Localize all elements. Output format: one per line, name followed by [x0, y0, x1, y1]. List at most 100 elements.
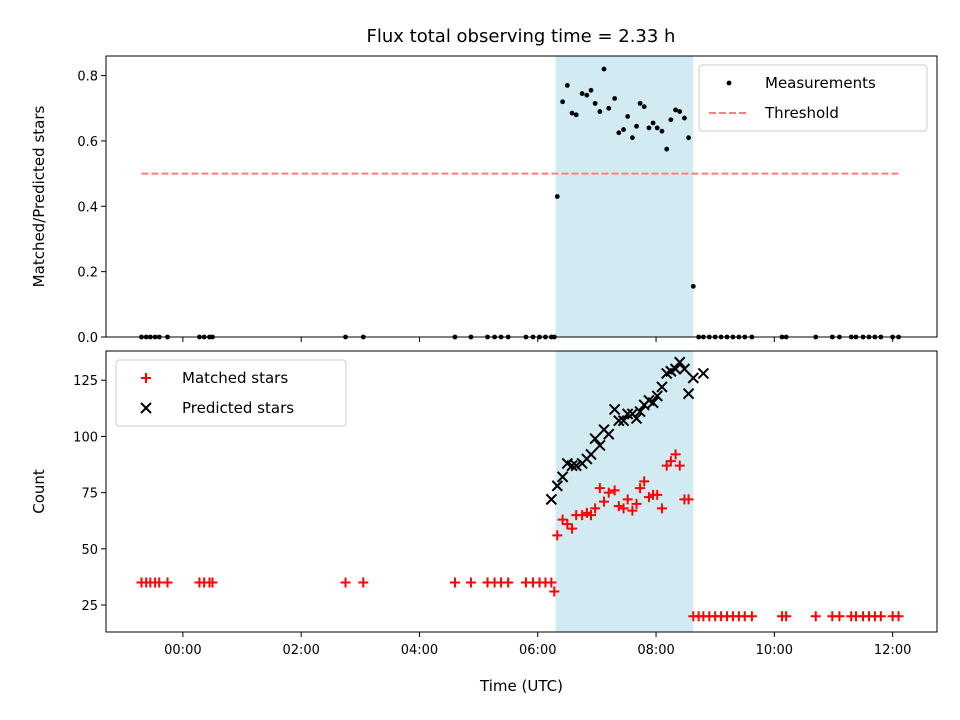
- data-point: [637, 100, 643, 106]
- data-point: [585, 510, 596, 521]
- data-point: [650, 120, 656, 126]
- y-tick-label: 0.2: [77, 266, 98, 281]
- x-tick: 04:00: [401, 632, 438, 658]
- y-tick-label: 0.6: [77, 135, 98, 150]
- data-point: [617, 414, 630, 427]
- data-point: [573, 112, 579, 118]
- data-point: [674, 460, 685, 471]
- data-point: [652, 489, 663, 500]
- count-panel: 25 50 75 100 125 00:00 02:00 04:00 06:00 08:00 10:…: [30, 350, 938, 695]
- data-point: [579, 91, 585, 96]
- data-point: [677, 109, 683, 114]
- data-point: [503, 577, 514, 588]
- x-tick: 08:00: [637, 632, 675, 658]
- axes-frame: [105, 55, 938, 338]
- legend-marker: [140, 402, 152, 414]
- data-point: [603, 487, 614, 498]
- data-point: [665, 456, 676, 467]
- series-predicted-stars: [545, 356, 710, 506]
- data-point: [656, 503, 667, 514]
- data-point: [656, 381, 668, 393]
- y-tick: 0.2: [77, 266, 106, 281]
- data-point: [207, 577, 218, 588]
- data-point: [606, 105, 612, 111]
- data-point: [577, 510, 588, 521]
- chart-title: Flux total observing time = 2.33 h: [367, 26, 676, 47]
- data-point: [613, 414, 625, 427]
- data-point: [609, 485, 620, 496]
- data-point: [697, 367, 710, 380]
- data-point: [564, 83, 570, 88]
- data-point: [589, 432, 601, 445]
- ratio-panel: 0.0 0.2 0.4 0.6 0.8 Matched/Predicted stars Me…: [30, 55, 938, 346]
- legend-box: [698, 64, 928, 132]
- data-point: [659, 128, 665, 134]
- x-tick: 00:00: [164, 632, 202, 658]
- data-point: [570, 459, 582, 472]
- y-axis-label: Count: [30, 469, 48, 514]
- legend-box: [115, 359, 347, 427]
- y-tick: 0.0: [77, 331, 106, 346]
- data-point: [546, 577, 557, 588]
- data-point: [670, 449, 681, 460]
- y-tick: 125: [73, 374, 106, 389]
- data-point: [669, 363, 682, 375]
- data-point: [673, 107, 678, 113]
- x-tick-label: 04:00: [401, 643, 438, 658]
- data-point: [567, 523, 578, 534]
- data-point: [647, 396, 659, 409]
- x-tick-label: 10:00: [756, 643, 793, 658]
- data-point: [599, 496, 610, 507]
- data-point: [557, 514, 568, 525]
- data-point: [584, 92, 590, 98]
- data-point: [569, 110, 575, 116]
- y-axis-label: Matched/Predicted stars: [30, 106, 48, 288]
- x-tick-label: 02:00: [282, 643, 319, 658]
- data-point: [678, 363, 691, 375]
- data-point: [588, 87, 594, 93]
- data-point: [682, 388, 695, 400]
- y-tick: 0.6: [77, 135, 106, 150]
- y-tick: 100: [73, 430, 106, 445]
- shaded-interval: [555, 351, 694, 632]
- data-point: [585, 448, 597, 461]
- data-point: [608, 403, 621, 416]
- data-point: [621, 127, 626, 132]
- data-point: [552, 530, 563, 541]
- axes-frame: [105, 350, 938, 633]
- data-point: [613, 501, 624, 512]
- x-tick: 10:00: [756, 632, 793, 658]
- data-point: [634, 405, 646, 418]
- y-tick: 50: [81, 543, 106, 558]
- data-point: [594, 483, 605, 494]
- data-point: [618, 503, 629, 514]
- x-tick: 02:00: [282, 632, 320, 658]
- shaded-interval: [555, 56, 694, 337]
- data-point: [781, 611, 792, 622]
- data-point: [603, 428, 615, 440]
- y-tick-label: 100: [73, 430, 98, 445]
- legend: Measurements Threshold: [698, 64, 928, 132]
- data-point: [545, 493, 558, 506]
- y-tick-label: 0.8: [77, 70, 98, 85]
- data-point: [162, 577, 173, 588]
- data-point: [630, 412, 643, 425]
- data-point: [651, 390, 663, 402]
- data-point: [746, 611, 757, 622]
- y-tick-label: 25: [81, 599, 98, 614]
- data-point: [592, 100, 598, 106]
- x-tick-label: 08:00: [637, 643, 674, 658]
- data-point: [616, 130, 622, 136]
- data-point: [639, 476, 650, 487]
- series-matched-stars: [136, 449, 904, 622]
- data-point: [560, 99, 566, 105]
- legend-label: Measurements: [765, 74, 876, 92]
- data-point: [554, 194, 560, 199]
- y-tick: 0.4: [77, 200, 106, 215]
- data-point: [601, 66, 607, 72]
- data-point: [674, 356, 686, 368]
- data-point: [875, 611, 886, 622]
- data-point: [590, 503, 601, 514]
- data-point: [625, 114, 631, 119]
- data-point: [834, 611, 845, 622]
